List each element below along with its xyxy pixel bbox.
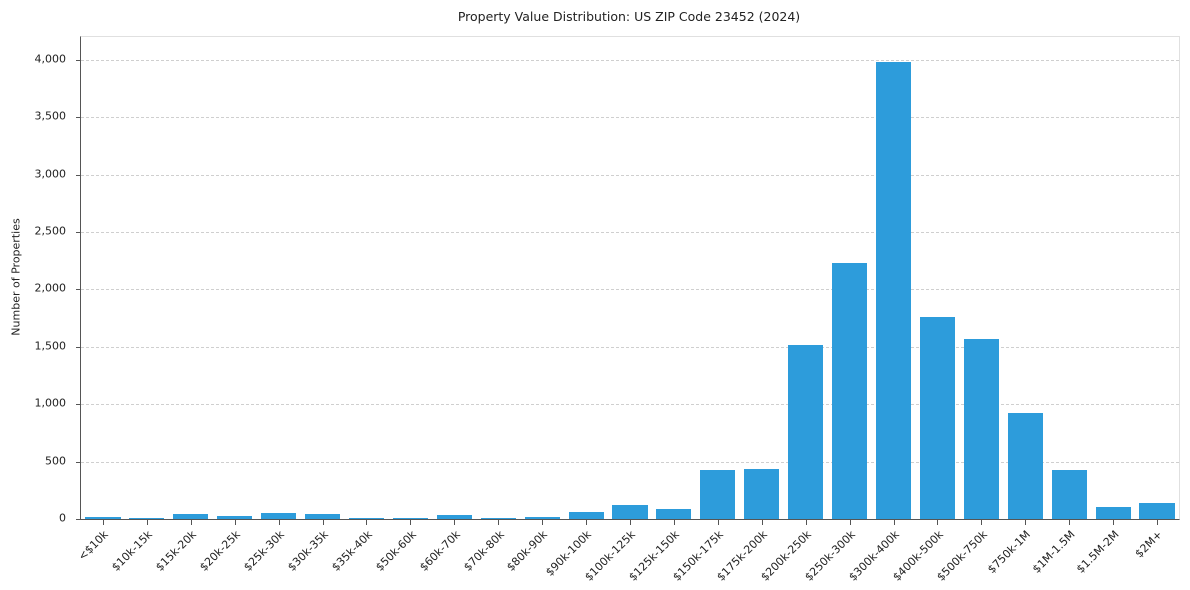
x-tick-label: $80k-90k [504, 528, 551, 574]
y-tick-label: 0 [59, 511, 66, 525]
y-tick-label: 1,500 [34, 339, 67, 353]
gridline-1000 [81, 404, 1179, 406]
bar-16 [788, 344, 824, 519]
x-tick-label: $20k-25k [197, 528, 243, 574]
gridline-4000 [81, 59, 1179, 61]
bar-21 [1007, 413, 1043, 519]
x-tick-mark [498, 520, 500, 525]
bar-3 [217, 515, 253, 519]
gridline-500 [81, 461, 1179, 463]
x-tick-label: <$10k [76, 528, 112, 564]
y-tick-mark [76, 404, 81, 406]
x-tick-mark [1025, 520, 1027, 525]
bar-12 [612, 505, 648, 519]
x-tick-label: $35k-40k [328, 528, 375, 574]
chart-title: Property Value Distribution: US ZIP Code… [457, 9, 801, 24]
x-tick-mark [190, 520, 192, 525]
bar-24 [1139, 502, 1175, 519]
bar-20 [963, 338, 999, 519]
x-tick-mark [849, 520, 851, 525]
y-tick-mark [76, 289, 81, 291]
x-tick-label: $60k-70k [416, 528, 463, 574]
bar-10 [524, 516, 560, 519]
x-tick-mark [1113, 520, 1115, 525]
x-tick-mark [761, 520, 763, 525]
y-tick-mark [76, 174, 81, 176]
x-tick-mark [146, 520, 148, 525]
y-tick-label: 4,000 [34, 52, 67, 66]
y-tick-label: 3,000 [34, 167, 67, 181]
y-tick-label: 1,000 [34, 396, 67, 410]
y-tick-mark [76, 519, 81, 520]
bar-19 [919, 317, 955, 519]
gridline-2000 [81, 289, 1179, 291]
x-tick-mark [630, 520, 631, 525]
y-tick-labels: 0 500 1,000 1,500 2,000 2,500 3,000 3,500 4,000 [0, 36, 72, 524]
gridline-2500 [81, 232, 1179, 234]
x-tick-label: $15k-20k [153, 528, 200, 574]
x-tick-mark [981, 520, 983, 525]
bar-11 [568, 512, 604, 519]
x-tick-label: $70k-80k [460, 528, 507, 574]
bar-1 [129, 518, 165, 519]
gridline-3500 [81, 117, 1179, 119]
x-tick-mark [278, 520, 280, 525]
gridline-3000 [81, 174, 1179, 176]
bar-7 [392, 517, 428, 519]
x-tick-mark [366, 520, 368, 525]
bar-6 [348, 518, 385, 519]
y-tick-mark [76, 59, 81, 61]
bar-14 [700, 469, 736, 519]
y-tick-mark [76, 346, 81, 348]
x-tick-label: $750k-1M [985, 528, 1034, 576]
x-tick-label: $10k-15k [109, 528, 156, 574]
x-tick-labels: <$10k $10k-15k $15k-20k $20k-25k $25k-30k $30… [76, 525, 1178, 589]
bar-22 [1051, 469, 1087, 519]
gridline-1500 [81, 346, 1179, 348]
y-tick-label: 2,500 [34, 224, 67, 238]
x-tick-mark [805, 520, 807, 525]
x-tick-mark [454, 520, 456, 525]
x-tick-mark [234, 520, 236, 525]
x-tick-mark [542, 520, 544, 525]
bar-13 [656, 509, 692, 519]
bar-8 [436, 514, 472, 519]
x-tick-label: $25k-30k [241, 528, 287, 574]
bar-9 [480, 518, 516, 519]
plot-area [76, 36, 1180, 525]
bar-18 [875, 62, 912, 519]
bar-17 [832, 263, 868, 519]
x-tick-mark [673, 520, 675, 525]
y-tick-label: 2,000 [34, 281, 67, 295]
bar-2 [173, 514, 209, 519]
x-tick-mark [102, 520, 104, 525]
x-tick-label: $30k-35k [285, 528, 331, 574]
x-tick-mark [937, 520, 939, 525]
x-tick-mark [1069, 520, 1071, 525]
y-tick-label: 3,500 [34, 109, 67, 123]
bar-4 [261, 513, 297, 519]
y-tick-mark [76, 232, 81, 234]
bar-15 [744, 468, 780, 519]
x-tick-mark [717, 520, 719, 525]
x-tick-mark [586, 520, 588, 525]
x-tick-label: $50k-60k [372, 528, 419, 574]
x-tick-mark [322, 520, 324, 525]
bar-0 [85, 517, 121, 519]
y-tick-mark [76, 461, 81, 463]
x-tick-label: $1.5M-2M [1073, 528, 1122, 576]
x-tick-label: $2M+ [1132, 528, 1166, 561]
x-tick-mark [410, 520, 412, 525]
bar-23 [1095, 506, 1131, 519]
x-tick-label: $1M-1.5M [1029, 528, 1078, 576]
y-tick-mark [76, 117, 81, 119]
y-tick-label: 500 [45, 454, 66, 468]
x-tick-mark [893, 520, 895, 525]
bar-5 [304, 513, 341, 519]
x-tick-mark [1157, 520, 1159, 525]
